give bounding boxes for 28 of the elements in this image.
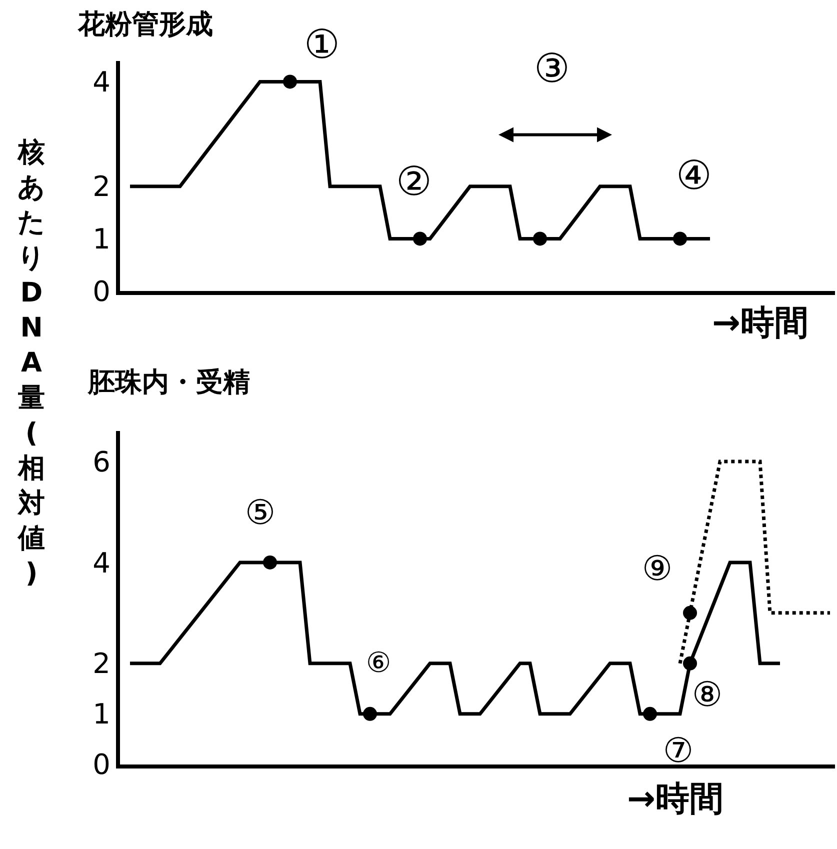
point [263,555,277,570]
text: 核あたりDNA量(相対値) [18,137,46,590]
x-axis-title: →時間 [712,303,808,343]
chart-title: 花粉管形成 [77,9,213,40]
annotation: ② [396,159,432,205]
chart-title: 胚珠内・受精 [87,367,250,398]
annotation: ③ [534,46,570,92]
y-tick-label: 4 [92,66,110,98]
annotation: ⑤ [245,493,276,533]
y-tick-label: 6 [92,445,110,478]
annotation: ⑦ [663,731,694,771]
y-tick-label: 1 [92,698,110,731]
annotation: ⑥ [366,646,392,679]
y-tick-label: 0 [92,748,110,782]
annotation: ⑧ [692,675,722,715]
annotation: ⑨ [642,549,672,589]
x-axis-title: →時間 [627,779,724,819]
point [683,656,697,670]
y-tick-label: 2 [92,170,110,204]
y-tick-label: 4 [92,546,110,580]
point [363,706,377,721]
point [643,706,657,721]
y-tick-label: 2 [92,647,110,680]
point [683,606,697,620]
y-tick-label: 1 [92,222,110,256]
annotation: ④ [676,153,712,199]
y-tick-label: 0 [92,274,110,308]
annotation: ① [304,22,340,68]
